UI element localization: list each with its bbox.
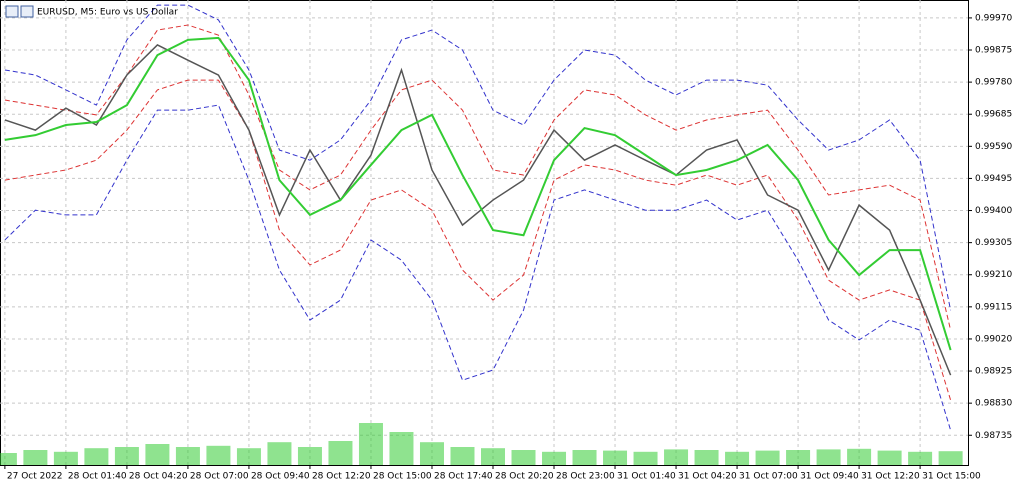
volume-bar bbox=[572, 450, 597, 465]
y-tick-label: 0.99780 bbox=[975, 78, 1012, 88]
volume-bar bbox=[664, 449, 689, 465]
grid bbox=[0, 0, 968, 465]
volume-bar bbox=[816, 449, 841, 465]
volume-bar bbox=[633, 451, 658, 465]
series-line bbox=[4, 4, 952, 311]
y-tick-label: 0.99020 bbox=[975, 334, 1012, 344]
x-tick-label: 31 Oct 01:40 bbox=[617, 472, 676, 482]
x-tick-label: 31 Oct 07:00 bbox=[739, 472, 798, 482]
volume-bar bbox=[786, 450, 811, 465]
volume-bar bbox=[145, 444, 170, 465]
volume-bar bbox=[755, 450, 780, 465]
title-box: EURUSD, M5: Euro vs US Dollar bbox=[5, 5, 178, 18]
x-tick-label: 28 Oct 09:40 bbox=[251, 472, 310, 482]
y-tick-label: 0.99875 bbox=[975, 46, 1012, 56]
x-tick-label: 28 Oct 04:20 bbox=[129, 472, 188, 482]
x-tick-label: 28 Oct 20:20 bbox=[495, 472, 554, 482]
y-tick-label: 0.98925 bbox=[975, 367, 1012, 377]
series-line bbox=[4, 24, 952, 331]
volume-bar bbox=[206, 445, 231, 465]
series-line bbox=[4, 36, 952, 351]
volume-bar bbox=[877, 450, 902, 465]
x-tick-label: 28 Oct 15:00 bbox=[373, 472, 432, 482]
plot-border bbox=[0, 0, 969, 466]
x-tick-label: 31 Oct 09:40 bbox=[800, 472, 859, 482]
icon bbox=[5, 5, 19, 18]
volume-bar bbox=[419, 442, 444, 465]
y-tick-label: 0.99685 bbox=[975, 110, 1012, 120]
series-line bbox=[4, 79, 952, 401]
volume-bar bbox=[480, 448, 505, 465]
y-tick-label: 0.99495 bbox=[975, 174, 1012, 184]
y-tick-label: 0.99590 bbox=[975, 142, 1012, 152]
y-tick-label: 0.99400 bbox=[975, 206, 1012, 216]
x-tick-label: 31 Oct 15:00 bbox=[922, 472, 981, 482]
volume-bar bbox=[542, 451, 567, 465]
volume-bar bbox=[938, 451, 963, 465]
volume-bar bbox=[328, 441, 353, 465]
volume-bar bbox=[267, 442, 292, 465]
volume-bar bbox=[114, 447, 139, 465]
chart-title: EURUSD, M5: Euro vs US Dollar bbox=[37, 8, 178, 18]
volume-bar bbox=[847, 448, 872, 465]
volume-bar bbox=[297, 447, 322, 465]
volume-bar bbox=[358, 423, 383, 465]
volume-bar bbox=[175, 447, 200, 465]
volume-bar bbox=[725, 451, 750, 465]
x-tick-label: 28 Oct 01:40 bbox=[68, 472, 127, 482]
volume-bar bbox=[694, 450, 719, 465]
y-tick-label: 0.99970 bbox=[975, 13, 1012, 23]
y-tick-label: 0.98830 bbox=[975, 399, 1012, 409]
x-tick-label: 28 Oct 17:40 bbox=[434, 472, 493, 482]
x-tick-label: 28 Oct 23:00 bbox=[556, 472, 615, 482]
volume-bar bbox=[84, 448, 109, 465]
volume-bar bbox=[450, 447, 475, 465]
icon bbox=[20, 5, 34, 18]
x-tick-label: 28 Oct 12:20 bbox=[312, 472, 371, 482]
y-tick-label: 0.99210 bbox=[975, 270, 1012, 280]
y-tick-label: 0.98735 bbox=[975, 431, 1012, 441]
x-tick-label: 28 Oct 07:00 bbox=[190, 472, 249, 482]
volume-bar bbox=[511, 450, 536, 465]
volume-bar bbox=[908, 451, 933, 465]
x-tick-label: 31 Oct 12:20 bbox=[861, 472, 920, 482]
series-line bbox=[4, 44, 952, 376]
volume-bar bbox=[23, 450, 48, 465]
volume-bar bbox=[236, 448, 261, 465]
y-tick-label: 0.99305 bbox=[975, 238, 1012, 248]
volume-bar bbox=[53, 451, 78, 465]
volume-bar bbox=[603, 450, 628, 465]
y-tick-label: 0.99115 bbox=[975, 302, 1012, 312]
x-tick-label: 31 Oct 04:20 bbox=[678, 472, 737, 482]
x-tick-label: 27 Oct 2022 bbox=[7, 472, 63, 482]
volume-bar bbox=[389, 432, 414, 465]
volume-bar bbox=[0, 453, 17, 465]
